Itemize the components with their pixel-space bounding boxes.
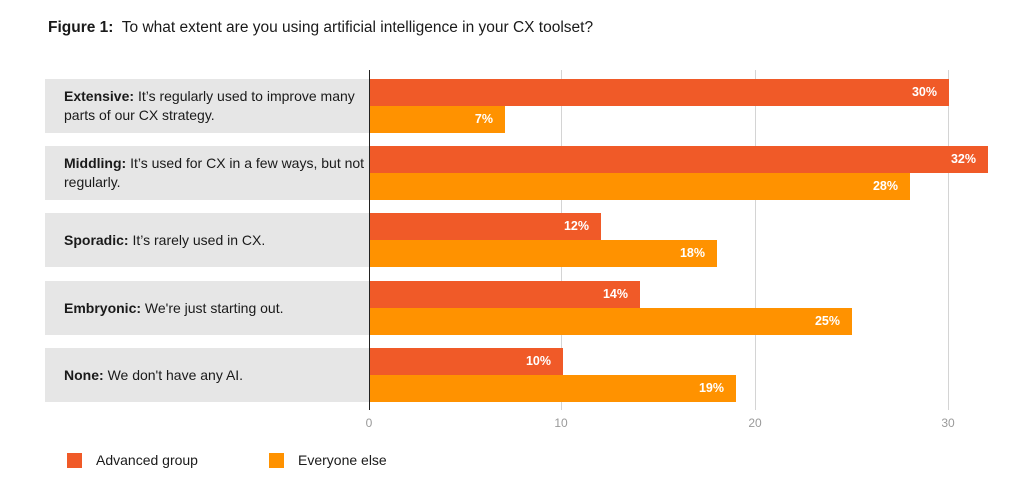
- figure-title: Figure 1: To what extent are you using a…: [48, 19, 593, 37]
- bar-middling-everyone: 28%: [370, 173, 910, 200]
- bar-sporadic-everyone: 18%: [370, 240, 717, 267]
- category-label-sporadic: Sporadic: It’s rarely used in CX.: [45, 213, 369, 267]
- figure-title-text: To what extent are you using artificial …: [121, 19, 594, 36]
- category-label-embryonic: Embryonic: We're just starting out.: [45, 281, 369, 335]
- legend-swatch-everyone: [269, 452, 284, 468]
- bar-extensive-everyone: 7%: [370, 106, 505, 133]
- y-axis-line: [369, 70, 370, 410]
- bar-chart: Extensive: It’s regularly used to improv…: [45, 70, 988, 430]
- bar-none-advanced: 10%: [370, 348, 563, 375]
- legend-swatch-advanced: [67, 452, 82, 468]
- gridline-20: [755, 70, 756, 410]
- bar-none-everyone: 19%: [370, 375, 736, 402]
- legend-label-everyone: Everyone else: [298, 452, 387, 468]
- bar-embryonic-advanced: 14%: [370, 281, 640, 308]
- bar-embryonic-everyone: 25%: [370, 308, 852, 335]
- gridline-30: [948, 70, 949, 410]
- legend-item-everyone: Everyone else: [269, 452, 387, 468]
- bar-sporadic-advanced: 12%: [370, 213, 601, 240]
- legend-label-advanced: Advanced group: [96, 452, 198, 468]
- legend-item-advanced: Advanced group: [67, 452, 198, 468]
- x-tick-20: 20: [748, 416, 762, 430]
- bar-extensive-advanced: 30%: [370, 79, 949, 106]
- category-label-middling: Middling: It’s used for CX in a few ways…: [45, 146, 369, 200]
- category-label-none: None: We don't have any AI.: [45, 348, 369, 402]
- x-tick-10: 10: [554, 416, 568, 430]
- x-tick-30: 30: [941, 416, 955, 430]
- category-label-extensive: Extensive: It’s regularly used to improv…: [45, 79, 369, 133]
- x-tick-0: 0: [365, 416, 373, 430]
- figure-title-prefix: Figure 1:: [48, 19, 114, 36]
- bar-middling-advanced: 32%: [370, 146, 988, 173]
